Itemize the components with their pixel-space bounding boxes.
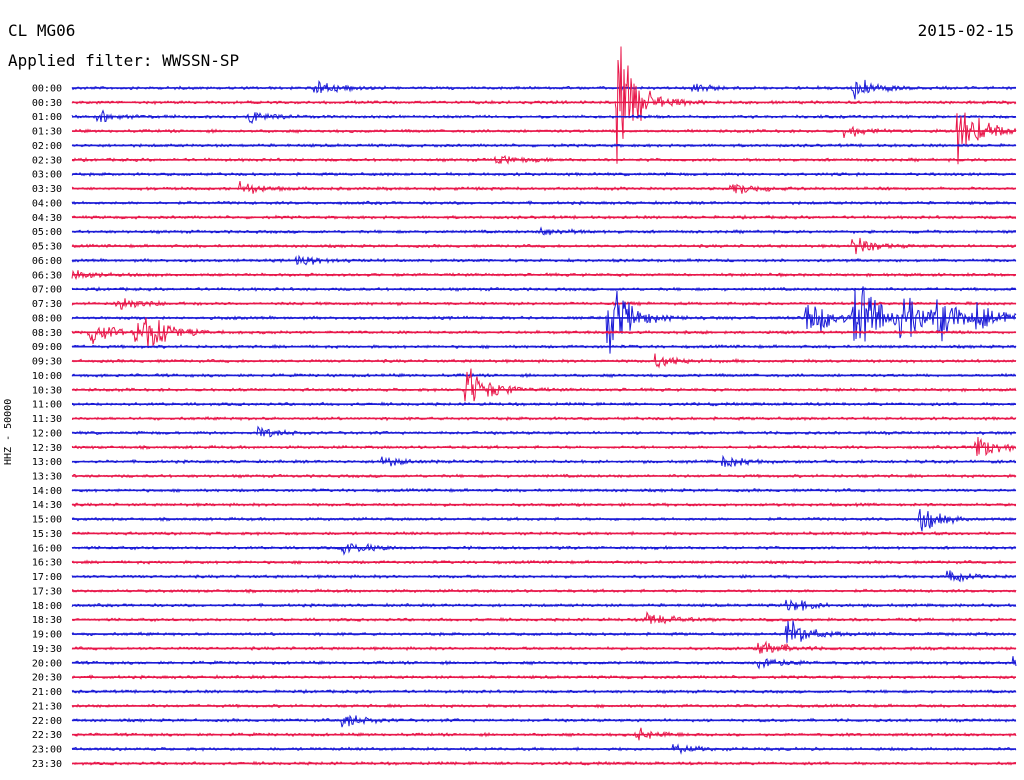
time-tick-label: 15:30	[32, 529, 62, 540]
time-tick-label: 00:30	[32, 98, 62, 109]
time-tick-label: 16:00	[32, 543, 62, 554]
trace-row	[71, 112, 1017, 165]
time-tick-label: 13:30	[32, 471, 62, 482]
time-tick-label: 14:00	[32, 486, 62, 497]
time-tick-label: 03:00	[32, 170, 62, 181]
time-tick-label: 23:00	[32, 745, 62, 756]
time-tick-label: 23:30	[32, 759, 62, 770]
time-tick-label: 10:30	[32, 385, 62, 396]
time-tick-label: 08:00	[32, 313, 62, 324]
time-tick-label: 22:00	[32, 716, 62, 727]
time-tick-label: 14:30	[32, 500, 62, 511]
trace-row	[71, 79, 1017, 100]
time-tick-label: 02:30	[32, 155, 62, 166]
time-tick-label: 21:00	[32, 687, 62, 698]
time-tick-label: 19:30	[32, 644, 62, 655]
time-tick-label: 18:30	[32, 615, 62, 626]
time-tick-label: 16:30	[32, 558, 62, 569]
trace-row	[71, 286, 1017, 354]
time-tick-label: 12:00	[32, 428, 62, 439]
time-tick-label: 06:00	[32, 256, 62, 267]
time-tick-label: 22:30	[32, 730, 62, 741]
station-code: CL MG06	[8, 21, 76, 40]
time-tick-label: 04:00	[32, 198, 62, 209]
filter-label: Applied filter: WWSSN-SP	[8, 51, 240, 70]
time-tick-label: 17:00	[32, 572, 62, 583]
time-tick-label: 01:30	[32, 127, 62, 138]
trace-row	[71, 509, 1017, 532]
time-tick-label: 07:00	[32, 285, 62, 296]
time-tick-label: 05:00	[32, 227, 62, 238]
time-tick-label: 11:30	[32, 414, 62, 425]
trace-row	[72, 610, 1017, 625]
time-tick-label: 15:00	[32, 515, 62, 526]
trace-row	[71, 180, 1017, 194]
time-tick-label: 20:00	[32, 658, 62, 669]
time-tick-label: 17:30	[32, 586, 62, 597]
time-tick-label: 12:30	[32, 443, 62, 454]
trace-row	[71, 620, 1017, 643]
trace-row	[71, 542, 1017, 556]
time-tick-label: 11:00	[32, 400, 62, 411]
time-tick-label: 20:30	[32, 673, 62, 684]
time-tick-label: 19:00	[32, 630, 62, 641]
plot-date: 2015-02-15	[917, 21, 1014, 40]
time-tick-label: 01:00	[32, 112, 62, 123]
trace-row	[71, 714, 1017, 728]
time-tick-label: 02:00	[32, 141, 62, 152]
time-tick-label: 10:00	[32, 371, 62, 382]
time-tick-label: 09:00	[32, 342, 62, 353]
time-tick-label: 04:30	[32, 213, 62, 224]
time-tick-label: 03:30	[32, 184, 62, 195]
time-tick-label: 05:30	[32, 242, 62, 253]
time-tick-label: 06:30	[32, 270, 62, 281]
trace-row	[71, 368, 1017, 402]
time-tick-label: 07:30	[32, 299, 62, 310]
time-tick-label: 08:30	[32, 328, 62, 339]
time-tick-label: 18:00	[32, 601, 62, 612]
trace-row	[71, 425, 1017, 438]
time-tick-label: 21:30	[32, 701, 62, 712]
time-tick-label: 09:30	[32, 357, 62, 368]
time-tick-label: 00:00	[32, 84, 62, 95]
time-tick-label: 13:00	[32, 457, 62, 468]
